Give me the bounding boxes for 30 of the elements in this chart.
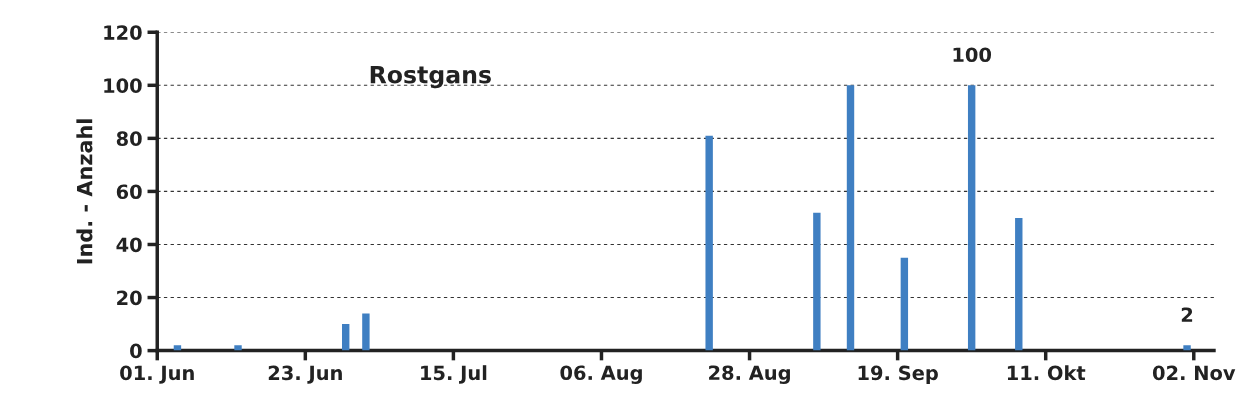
- x-tick-label: 11. Okt: [1007, 365, 1086, 381]
- y-tick-label: 0: [130, 343, 142, 359]
- y-tick-label: 120: [104, 25, 142, 40]
- x-tick-label: 06. Aug: [560, 365, 642, 385]
- bar: [342, 324, 350, 351]
- data-label: 100: [953, 47, 992, 63]
- bar: [813, 212, 821, 351]
- y-tick-label: 100: [104, 78, 142, 93]
- y-tick-label: 80: [116, 131, 142, 147]
- bar: [705, 135, 713, 351]
- bar: [1015, 217, 1023, 351]
- bar: [900, 257, 909, 351]
- bar: [1183, 345, 1191, 351]
- y-axis-title: Ind. - Anzahl: [76, 119, 93, 264]
- y-tick-label: 40: [116, 237, 142, 253]
- bar: [846, 85, 855, 351]
- y-tick-label: 20: [117, 290, 142, 306]
- x-tick-label: 15. Jul: [421, 365, 487, 384]
- bar: [234, 345, 242, 351]
- x-tick-label: 01. Jun: [120, 365, 194, 384]
- bar: [173, 345, 182, 351]
- x-tick-label: 23. Jun: [268, 365, 342, 384]
- bar: [967, 85, 976, 351]
- bar: [362, 313, 370, 351]
- x-tick-label: 19. Sep: [858, 365, 938, 385]
- x-tick-label: 02. Nov: [1152, 365, 1236, 381]
- text: Rostgans: [370, 65, 491, 89]
- y-tick-label: 60: [116, 184, 142, 200]
- x-tick-label: 28. Aug: [709, 365, 790, 385]
- data-label: 2: [1181, 307, 1193, 322]
